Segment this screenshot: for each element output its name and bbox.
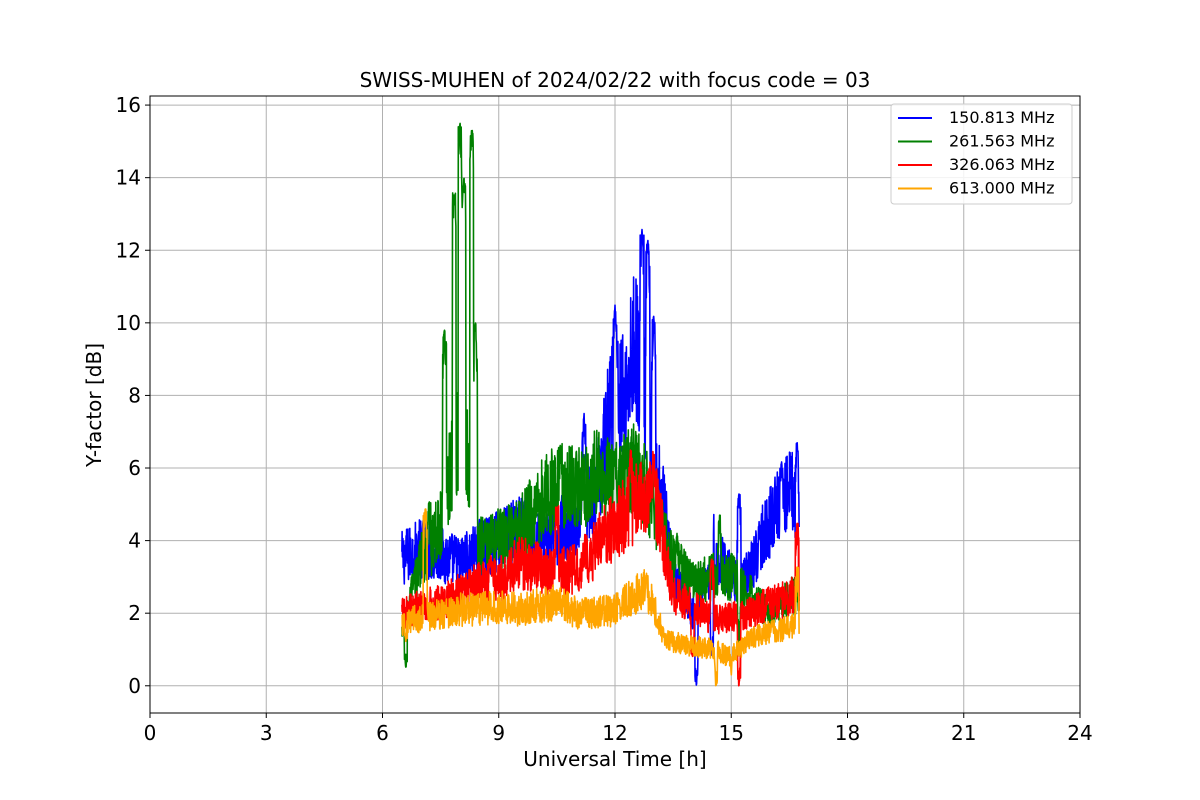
x-tick-label: 3 (260, 721, 273, 745)
legend-label: 613.000 MHz (949, 179, 1054, 198)
y-tick-label: 16 (116, 93, 141, 117)
x-tick-label: 12 (602, 721, 627, 745)
y-tick-label: 8 (128, 383, 141, 407)
legend-box (890, 103, 1073, 205)
legend-label: 261.563 MHz (949, 132, 1054, 151)
y-tick-label: 4 (128, 529, 141, 553)
legend-label: 326.063 MHz (949, 155, 1054, 174)
x-tick-label: 15 (719, 721, 744, 745)
series-line (401, 449, 800, 687)
x-tick-label: 21 (951, 721, 976, 745)
series-line (401, 508, 800, 687)
legend-label: 150.813 MHz (949, 108, 1054, 127)
y-tick-label: 12 (116, 238, 141, 262)
x-tick-label: 6 (376, 721, 389, 745)
y-axis-label: Y-factor [dB] (82, 343, 106, 468)
y-tick-label: 0 (128, 674, 141, 698)
x-axis-label: Universal Time [h] (523, 747, 706, 771)
y-tick-label: 10 (116, 311, 141, 335)
x-tick-label: 18 (835, 721, 860, 745)
x-tick-label: 9 (492, 721, 505, 745)
x-tick-label: 0 (144, 721, 157, 745)
y-tick-label: 2 (128, 601, 141, 625)
series-group (401, 122, 800, 687)
y-tick-label: 6 (128, 456, 141, 480)
chart-title: SWISS-MUHEN of 2024/02/22 with focus cod… (360, 68, 871, 92)
x-tick-label: 24 (1067, 721, 1092, 745)
y-tick-label: 14 (116, 166, 141, 190)
legend: 150.813 MHz 261.563 MHz 326.063 MHz 613.000… (890, 103, 1073, 205)
series-line (401, 122, 800, 668)
